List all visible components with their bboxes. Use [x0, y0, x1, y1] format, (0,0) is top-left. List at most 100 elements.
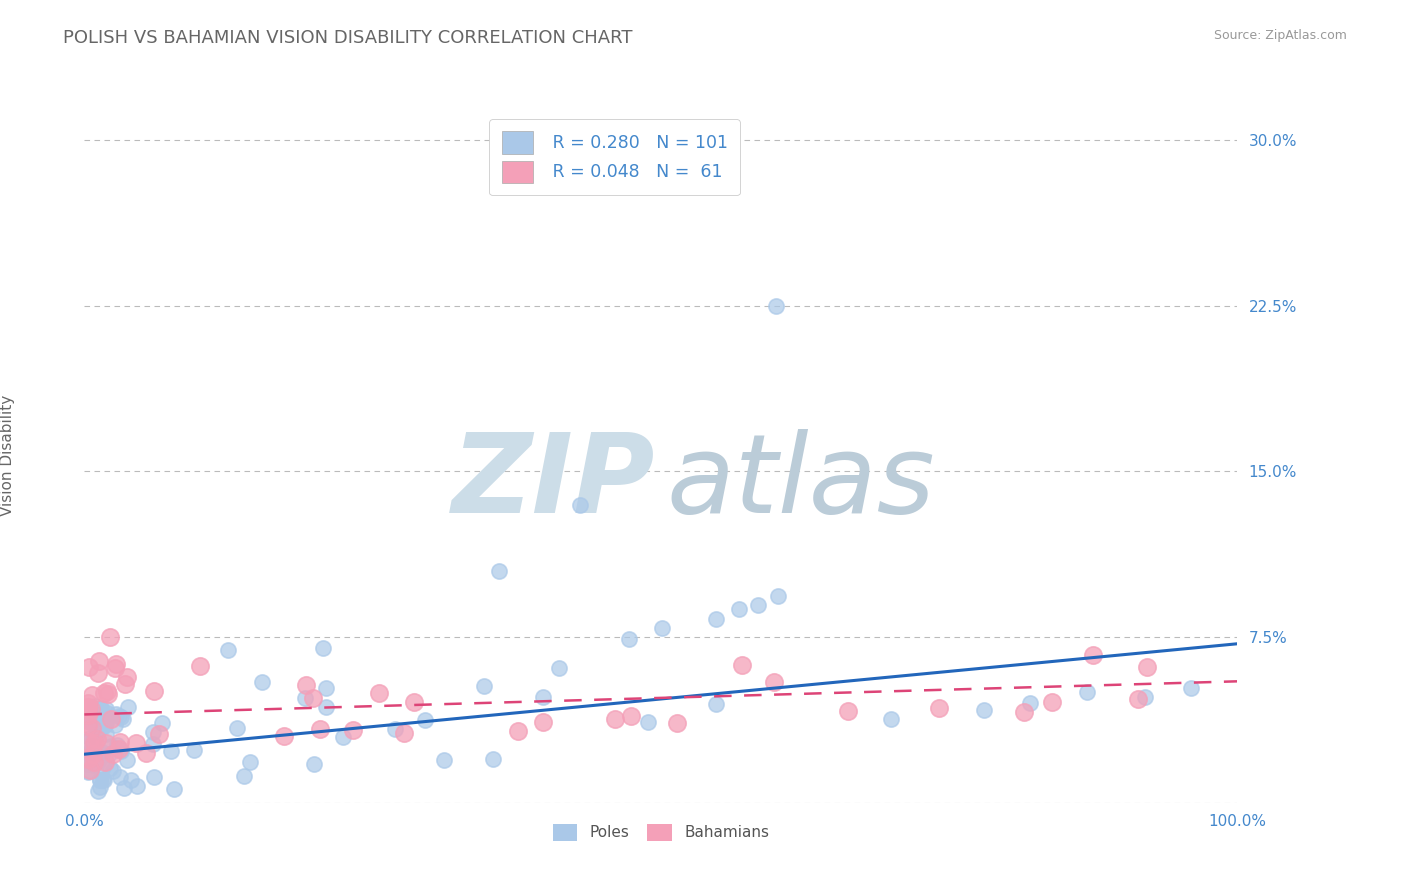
Point: [302, 690, 325, 705]
Point: [90, 745, 112, 759]
Point: [76, 764, 98, 778]
Point: [332, 730, 354, 744]
Point: [76, 734, 98, 748]
Point: [731, 657, 754, 672]
Point: [79, 763, 101, 777]
Point: [87, 666, 110, 681]
Point: [98, 760, 121, 774]
Point: [142, 770, 165, 784]
Point: [79, 660, 101, 674]
Point: [76, 699, 98, 714]
Point: [76, 696, 98, 710]
Point: [392, 726, 415, 740]
Point: [666, 716, 689, 731]
Point: [367, 686, 389, 700]
Point: [315, 700, 337, 714]
Point: [637, 715, 659, 730]
Point: [76, 764, 98, 779]
Point: [880, 712, 903, 726]
Point: [225, 721, 247, 735]
Point: [105, 707, 128, 722]
Point: [87, 755, 110, 769]
Point: [1018, 697, 1040, 711]
Text: ZIP: ZIP: [451, 429, 655, 536]
Point: [135, 746, 157, 760]
Point: [83, 755, 105, 769]
Point: [79, 731, 101, 745]
Point: [89, 772, 111, 787]
Point: [93, 719, 115, 733]
Point: [217, 643, 239, 657]
Point: [1180, 681, 1202, 695]
Point: [120, 772, 142, 787]
Point: [96, 710, 118, 724]
Point: [117, 699, 139, 714]
Point: [768, 589, 790, 603]
Point: [107, 738, 129, 752]
Point: [1040, 695, 1063, 709]
Point: [402, 695, 425, 709]
Point: [704, 612, 727, 626]
Point: [125, 736, 148, 750]
Point: [86, 726, 108, 740]
Point: [294, 691, 316, 706]
Point: [1136, 660, 1159, 674]
Point: [188, 658, 211, 673]
Y-axis label: Vision Disability: Vision Disability: [0, 394, 15, 516]
Point: [97, 687, 120, 701]
Point: [547, 661, 569, 675]
Point: [1081, 648, 1104, 662]
Legend: Poles, Bahamians: Poles, Bahamians: [547, 817, 775, 847]
Point: [90, 720, 112, 734]
Point: [143, 684, 166, 698]
Point: [112, 781, 135, 796]
Point: [159, 744, 181, 758]
Point: [98, 630, 121, 644]
Point: [150, 716, 173, 731]
Point: [163, 781, 186, 796]
Point: [94, 736, 117, 750]
Point: [76, 756, 98, 770]
Point: [93, 686, 115, 700]
Point: [651, 621, 673, 635]
Point: [302, 756, 325, 771]
Point: [77, 714, 100, 728]
Point: [413, 713, 436, 727]
Point: [110, 744, 132, 758]
Point: [250, 674, 273, 689]
Point: [84, 698, 107, 713]
Point: [148, 727, 170, 741]
Point: [96, 684, 118, 698]
Point: [89, 773, 111, 788]
Point: [84, 713, 107, 727]
Point: [80, 716, 103, 731]
Point: [531, 714, 554, 729]
Point: [100, 739, 122, 753]
Point: [104, 657, 127, 672]
Point: [76, 714, 98, 729]
Point: [765, 299, 787, 313]
Text: atlas: atlas: [666, 429, 935, 536]
Point: [94, 715, 117, 730]
Point: [239, 755, 262, 769]
Point: [837, 704, 859, 718]
Point: [110, 710, 132, 724]
Point: [114, 677, 136, 691]
Point: [94, 755, 117, 769]
Point: [309, 722, 332, 736]
Point: [110, 735, 132, 749]
Point: [617, 632, 640, 647]
Point: [76, 752, 98, 766]
Point: [101, 747, 124, 761]
Point: [82, 688, 104, 702]
Point: [82, 744, 104, 758]
Point: [91, 760, 114, 774]
Point: [105, 741, 128, 756]
Point: [76, 757, 98, 772]
Point: [83, 735, 105, 749]
Point: [82, 747, 104, 762]
Point: [973, 703, 995, 717]
Point: [91, 772, 114, 786]
Point: [96, 706, 118, 721]
Point: [488, 564, 510, 578]
